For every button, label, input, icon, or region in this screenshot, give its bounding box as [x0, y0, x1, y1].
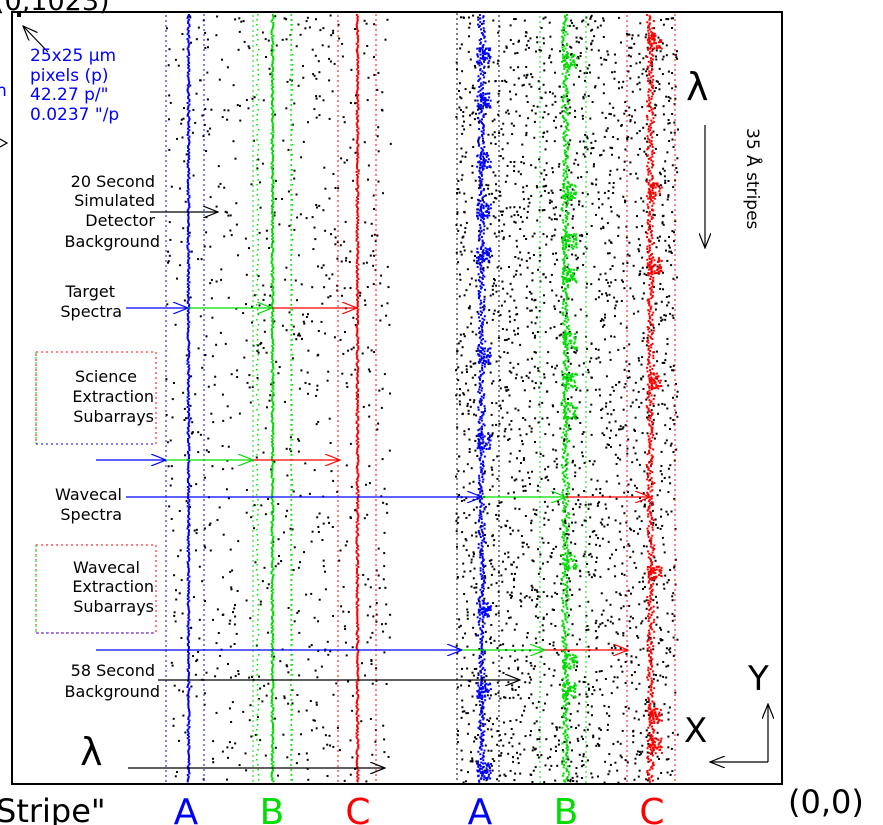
stripe-letter-c-science: C — [345, 792, 370, 825]
pixel-note-line-1: 25x25 μm — [30, 46, 116, 66]
x-axis-label: X — [684, 711, 707, 751]
science-sub-label-2: Extraction — [72, 387, 154, 406]
subarray-box-a-science — [165, 11, 205, 785]
origin-pixel-marker — [17, 13, 21, 17]
left-clipped-letter: n — [0, 81, 7, 101]
stripe-letters: A B C A B C — [174, 792, 665, 825]
y-axis-label: Y — [747, 659, 769, 699]
science-sub-label-1: Science — [75, 367, 137, 386]
annotation-arrows — [96, 125, 705, 768]
bg58-label-1: 58 Second — [71, 661, 155, 680]
science-sub-label-3: Subarrays — [73, 407, 154, 426]
wavecal-sub-label-3: Subarrays — [73, 597, 154, 616]
wavecal-label-2: Spectra — [60, 505, 122, 524]
pixel-scale-note: 25x25 μm pixels (p) 42.27 p/" 0.0237 "/p — [30, 46, 119, 125]
origin-label: (0,0) — [788, 783, 864, 821]
pixel-note-line-3: 42.27 p/" — [30, 85, 108, 105]
wavecal-sub-label-2: Extraction — [72, 577, 154, 596]
left-clipped-arrowhead — [0, 138, 9, 148]
stripes-label: 35 Å stripes — [742, 128, 764, 230]
left-labels: 20 Second Simulated Detector Background … — [55, 172, 160, 701]
target-label-1: Target — [65, 282, 116, 301]
stripe-letter-a-wavecal: A — [468, 792, 493, 825]
science-subarray-boxes — [165, 11, 676, 785]
background-noise — [165, 14, 679, 784]
detector-bg-label-3: Detector — [85, 211, 155, 230]
stripe-letter-b-wavecal: B — [554, 792, 579, 825]
spectral-stripes — [186, 14, 663, 783]
stripe-letter-b-science: B — [260, 792, 285, 825]
subarray-box-a-wavecal — [456, 11, 500, 785]
stripe-letter-c-wavecal: C — [639, 792, 664, 825]
detector-bg-label-4: Background — [65, 232, 160, 251]
wavecal-label-1: Wavecal — [55, 485, 122, 504]
target-label-2: Spectra — [60, 302, 122, 321]
wavecal-subarray-legend-box — [35, 544, 157, 634]
bg58-label-2: Background — [65, 682, 160, 701]
axes-indicator: Y X — [684, 659, 769, 762]
top-corner-coordinate: (0,1023) — [0, 0, 110, 17]
lambda-symbol-bottom: λ — [80, 730, 103, 774]
stripe-letter-a-science: A — [174, 792, 199, 825]
detector-bg-label-2: Simulated — [74, 191, 155, 210]
pixel-note-line-2: pixels (p) — [30, 66, 109, 86]
stripe-caption: Stripe" — [0, 792, 106, 825]
detector-frame — [11, 11, 783, 785]
pixel-note-line-4: 0.0237 "/p — [30, 105, 119, 125]
lambda-symbol-right: λ — [686, 65, 709, 109]
corner-pointer-arrow — [23, 26, 49, 53]
wavecal-sub-label-1: Wavecal — [73, 558, 140, 577]
detector-bg-label-1: 20 Second — [71, 172, 155, 191]
